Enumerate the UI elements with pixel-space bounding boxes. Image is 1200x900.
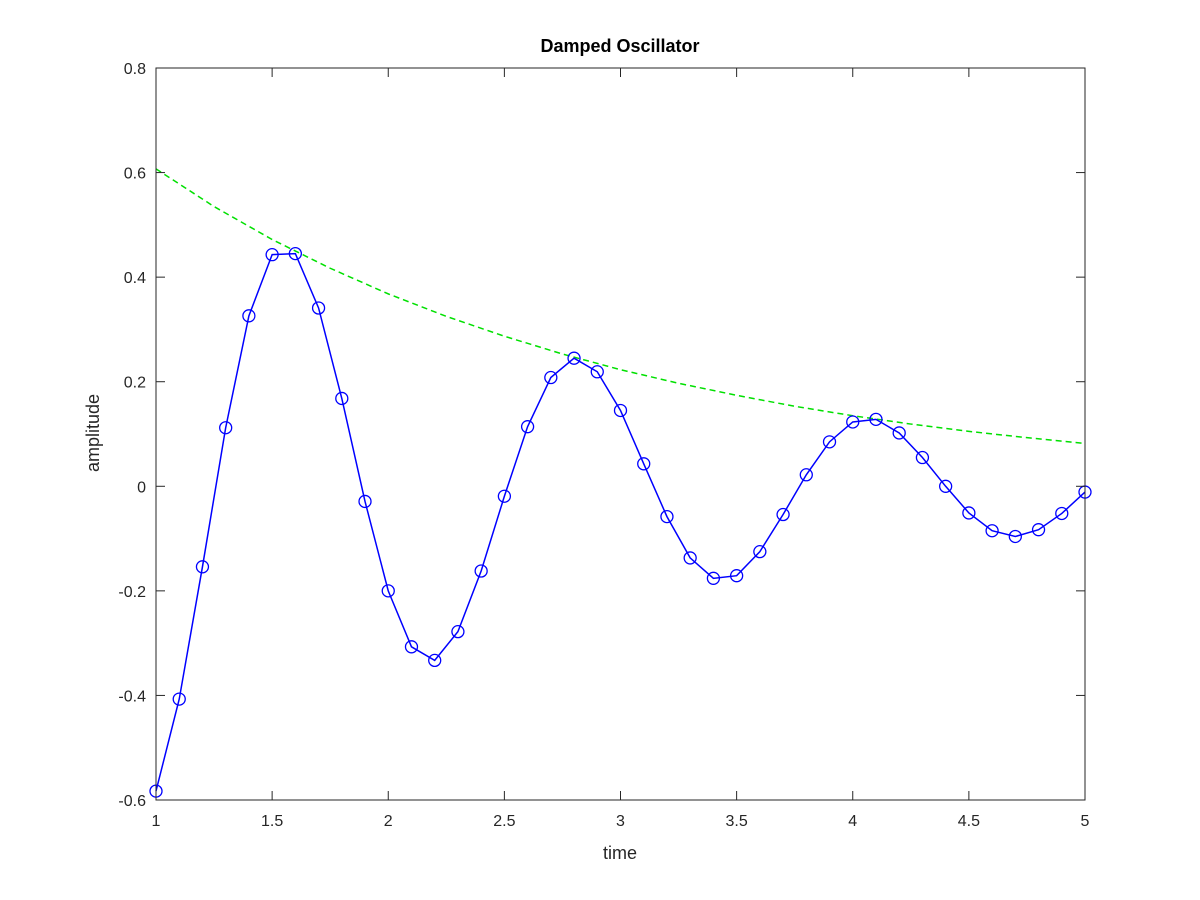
signal-marker: [637, 457, 651, 471]
signal-marker: [265, 248, 279, 262]
y-tick-label: 0.4: [124, 270, 146, 287]
chart-title: Damped Oscillator: [540, 36, 699, 56]
signal-marker: [428, 653, 442, 668]
signal-line: [155, 252, 1086, 792]
signal-marker: [242, 309, 256, 323]
signal-marker: [822, 435, 837, 449]
x-tick-label: 3: [616, 813, 625, 830]
signal-marker: [172, 692, 186, 706]
signal-marker: [219, 421, 233, 435]
signal-marker: [776, 507, 790, 522]
signal-marker: [1031, 523, 1046, 537]
y-tick-label: 0: [137, 479, 146, 496]
signal-marker: [381, 584, 395, 598]
x-tick-label: 4: [848, 813, 857, 830]
signal-marker: [1008, 529, 1022, 544]
signal-marker: [985, 524, 999, 538]
y-tick-label: -0.6: [118, 793, 146, 810]
plot-area: 1 1.5 2 2.5 3 3.5 4 4.5 5 -0.6 -0.4 -0.2 0 0.2 0.4 0.6 0…: [118, 61, 1092, 830]
signal-marker: [404, 640, 419, 654]
signal-marker: [335, 391, 349, 406]
signal-marker: [660, 509, 674, 524]
signal-marker: [474, 564, 488, 578]
signal-marker: [683, 551, 697, 565]
signal-marker: [567, 351, 581, 365]
signal-marker: [520, 420, 535, 434]
signal-marker: [962, 506, 976, 520]
x-tick-label: 1: [152, 813, 161, 830]
signal-marker: [869, 412, 883, 427]
y-tick-label: -0.4: [118, 688, 146, 705]
x-axis-label: time: [603, 843, 637, 863]
x-tick-label: 1.5: [261, 813, 283, 830]
y-tick-label: 0.6: [124, 166, 146, 183]
signal-marker: [939, 479, 953, 493]
y-tick-label: 0.8: [124, 61, 146, 78]
x-tick-label: 2: [384, 813, 393, 830]
signal-marker: [311, 301, 326, 315]
signal-marker: [753, 544, 767, 559]
signal-marker: [892, 426, 906, 440]
signal-marker: [451, 624, 465, 639]
signal-marker: [1055, 506, 1069, 521]
plot-background: [156, 68, 1085, 800]
envelope-dashed-line: [155, 168, 1086, 445]
signal-marker: [288, 246, 303, 261]
signal-marker: [799, 468, 813, 482]
signal-marker: [729, 569, 744, 583]
signal-marker: [544, 370, 558, 385]
x-tick-label: 3.5: [726, 813, 748, 830]
signal-marker: [915, 450, 930, 465]
x-tick-label: 5: [1081, 813, 1090, 830]
y-axis-label: amplitude: [83, 394, 103, 472]
y-tick-label: -0.2: [118, 584, 146, 601]
y-tick-label: 0.2: [124, 375, 146, 392]
signal-marker: [497, 489, 512, 503]
signal-marker: [846, 415, 860, 429]
signal-marker: [590, 365, 604, 379]
x-tick-label: 4.5: [958, 813, 980, 830]
signal-marker: [358, 494, 372, 509]
signal-marker: [195, 560, 210, 574]
signal-marker: [706, 571, 721, 585]
signal-marker: [613, 403, 628, 418]
x-tick-label: 2.5: [493, 813, 515, 830]
